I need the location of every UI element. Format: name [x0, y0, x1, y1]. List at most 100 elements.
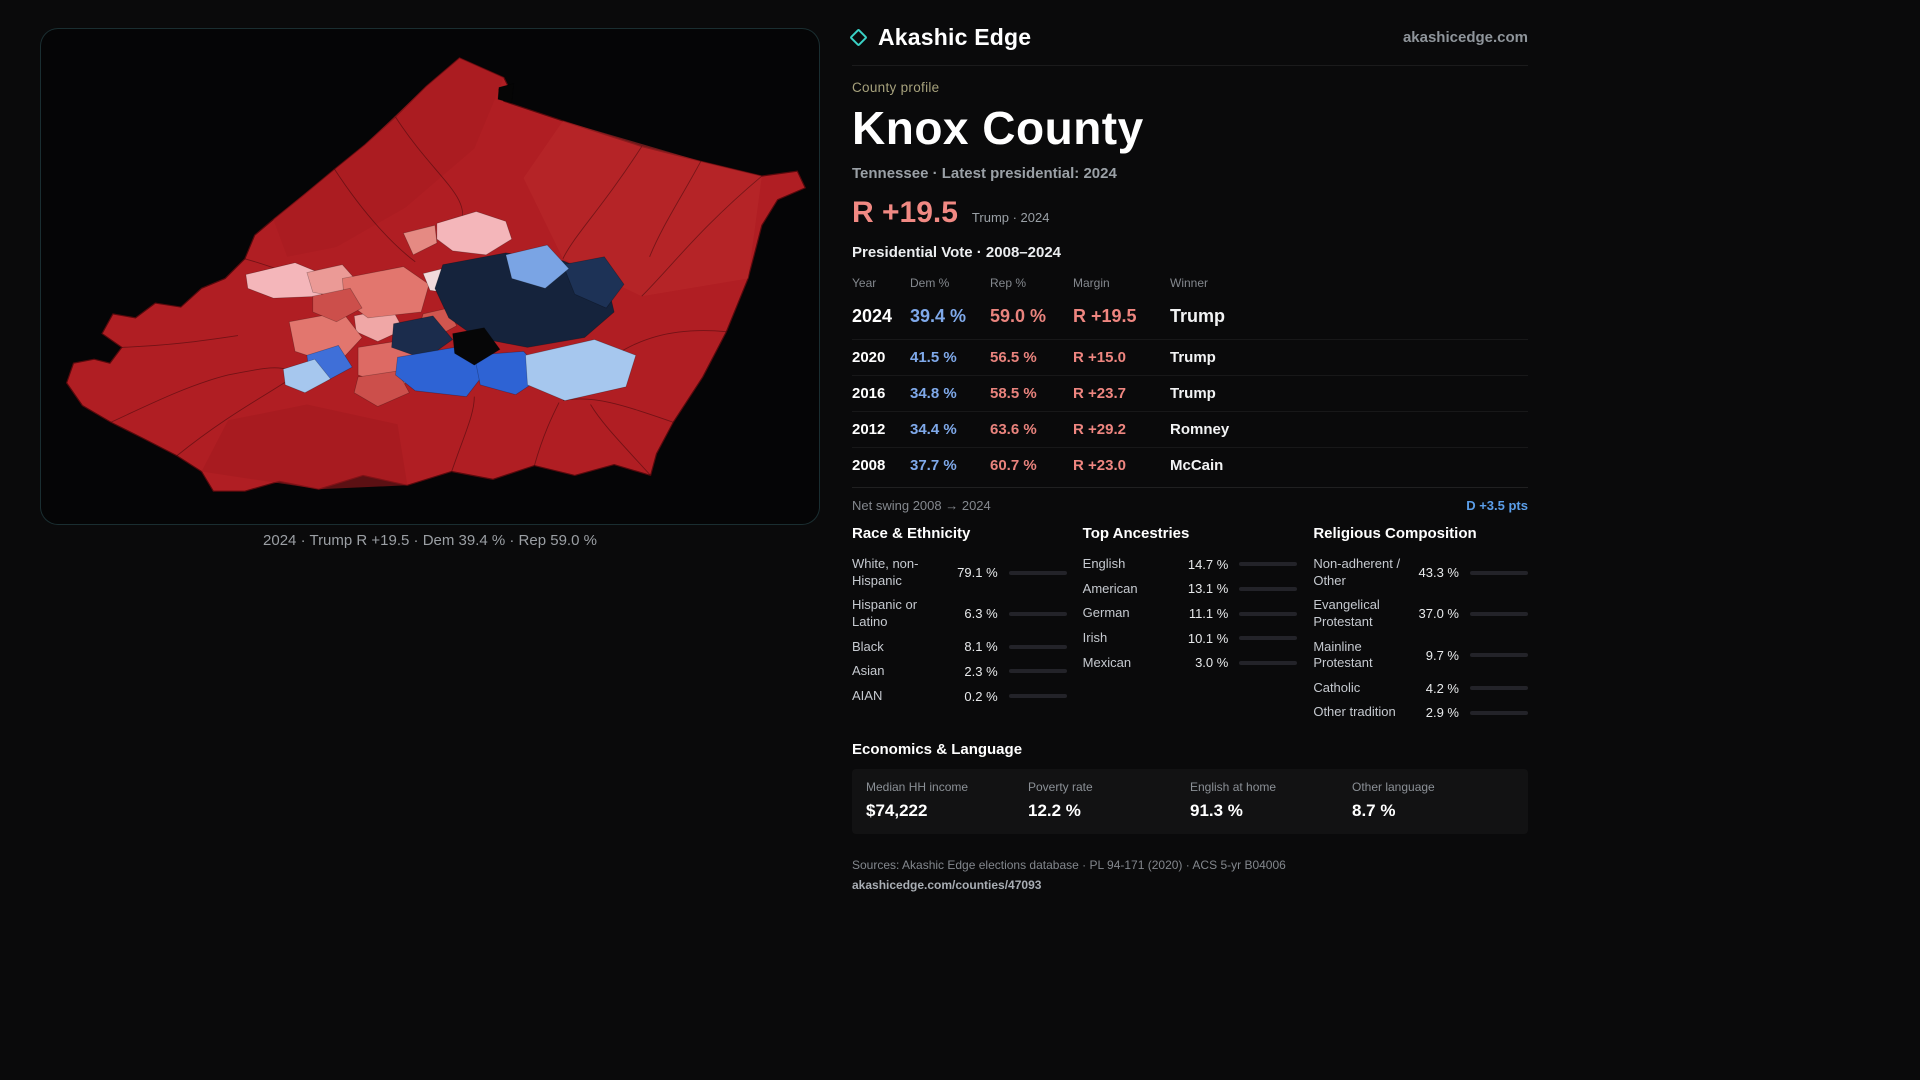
- vote-winner: Trump: [1170, 349, 1216, 366]
- stat-value: 11.1 %: [1188, 606, 1229, 622]
- stat-bar: [1239, 636, 1298, 641]
- vote-margin: R +29.2: [1073, 421, 1126, 438]
- brand-name: Akashic Edge: [878, 24, 1032, 50]
- stat-value: 10.1 %: [1187, 630, 1229, 646]
- page-title: Knox County: [852, 102, 1144, 154]
- race-column: Race & Ethnicity White, non-Hispanic 79.…: [852, 525, 1067, 725]
- vote-dem: 34.4 %: [910, 421, 957, 438]
- sources-text: Sources: Akashic Edge elections database…: [852, 858, 1286, 872]
- list-item: Non-adherent / Other 43.3 %: [1313, 552, 1528, 593]
- net-swing-row: Net swing 2008 → 2024 D +3.5 pts: [852, 487, 1528, 513]
- brand: Akashic Edge: [849, 24, 1032, 51]
- list-item: Mainline Protestant 9.7 %: [1313, 635, 1528, 676]
- stat-value: 14.7 %: [1187, 556, 1229, 572]
- urban-precincts: [245, 83, 637, 407]
- stat-label: English at home: [1190, 780, 1277, 794]
- demographics: Race & Ethnicity White, non-Hispanic 79.…: [852, 525, 1528, 725]
- stat-value: 79.1 %: [957, 565, 998, 581]
- table-row: 2008 37.7 % 60.7 % R +23.0 McCain: [852, 447, 1528, 483]
- vote-dem: 41.5 %: [910, 349, 957, 366]
- stat-label: Mainline Protestant: [1313, 638, 1373, 671]
- vote-margin: R +19.5: [1073, 306, 1137, 326]
- col-rep: Rep %: [990, 276, 1027, 290]
- stat-bar: [1008, 694, 1067, 699]
- stat-value: 8.1 %: [964, 639, 998, 655]
- stat-label: AIAN: [852, 687, 883, 703]
- stat-label: German: [1082, 605, 1130, 621]
- vote-margin: R +23.7: [1073, 385, 1126, 402]
- map-caption: 2024 · Trump R +19.5 · Dem 39.4 % · Rep …: [263, 532, 597, 549]
- headline-margin: R +19.5: [852, 196, 958, 229]
- list-item: Black 8.1 %: [852, 635, 1067, 660]
- stat-value: 12.2 %: [1028, 801, 1081, 820]
- vote-table: Year Dem % Rep % Margin Winner 2024 39.4…: [852, 269, 1528, 483]
- stat-cell: English at home 91.3 %: [1190, 780, 1352, 821]
- footer: Sources: Akashic Edge elections database…: [852, 858, 1528, 892]
- stat-label: Non-adherent / Other: [1313, 556, 1401, 588]
- vote-year: 2008: [852, 457, 886, 474]
- economics-title: Economics & Language: [852, 741, 1023, 758]
- vote-year: 2024: [852, 306, 893, 326]
- vote-rep: 58.5 %: [990, 385, 1037, 402]
- col-dem: Dem %: [910, 276, 950, 290]
- race-title: Race & Ethnicity: [852, 525, 971, 542]
- vote-year: 2012: [852, 421, 886, 438]
- stat-bar: [1239, 586, 1298, 591]
- stat-label: Median HH income: [866, 780, 969, 794]
- headline-margin-row: R +19.5 Trump · 2024: [852, 196, 1528, 230]
- vote-table-header: Year Dem % Rep % Margin Winner: [852, 269, 1528, 297]
- religion-title: Religious Composition: [1313, 525, 1477, 542]
- vote-rep: 59.0 %: [990, 306, 1047, 326]
- stat-bar: [1239, 611, 1298, 616]
- stat-value: 0.2 %: [964, 688, 998, 704]
- net-swing-label: Net swing 2008 → 2024: [852, 498, 991, 513]
- vote-winner: Trump: [1170, 306, 1226, 326]
- stat-bar: [1008, 611, 1067, 616]
- precinct-map: [65, 57, 807, 492]
- stat-bar: [1008, 570, 1067, 575]
- table-row: 2012 34.4 % 63.6 % R +29.2 Romney: [852, 411, 1528, 447]
- net-swing-value: D +3.5 pts: [1466, 498, 1528, 513]
- col-winner: Winner: [1170, 276, 1209, 290]
- list-item: German 11.1 %: [1083, 601, 1298, 626]
- stat-value: 37.0 %: [1418, 606, 1459, 622]
- table-row: 2024 39.4 % 59.0 % R +19.5 Trump: [852, 297, 1528, 339]
- red-shade-patches: [201, 57, 762, 490]
- vote-table-title: Presidential Vote · 2008–2024: [852, 244, 1062, 261]
- ancestry-column: Top Ancestries English 14.7 % American 1…: [1083, 525, 1298, 725]
- col-year: Year: [852, 276, 877, 290]
- stat-label: Mexican: [1082, 654, 1132, 670]
- vote-margin: R +15.0: [1073, 349, 1126, 366]
- stat-label: Hispanic or Latino: [852, 597, 918, 629]
- stat-value: 2.9 %: [1425, 705, 1459, 721]
- list-item: AIAN 0.2 %: [852, 684, 1067, 709]
- vote-year: 2016: [852, 385, 886, 402]
- site-link[interactable]: akashicedge.com: [1402, 29, 1528, 46]
- stat-value: 3.0 %: [1195, 655, 1229, 671]
- stat-label: Irish: [1082, 629, 1108, 645]
- stat-bar: [1470, 710, 1528, 715]
- stat-bar: [1470, 611, 1528, 616]
- precinct-map-panel: [40, 28, 820, 525]
- stat-label: Other language: [1352, 780, 1435, 794]
- stat-cell: Median HH income $74,222: [866, 780, 1028, 821]
- vote-dem: 34.8 %: [910, 385, 957, 402]
- list-item: Irish 10.1 %: [1083, 626, 1298, 651]
- stat-cell: Poverty rate 12.2 %: [1028, 780, 1190, 821]
- stat-label: Black: [852, 638, 884, 654]
- stat-value: 8.7 %: [1352, 801, 1396, 820]
- stat-value: 91.3 %: [1190, 801, 1243, 820]
- stat-value: 2.3 %: [964, 663, 998, 679]
- ancestry-title: Top Ancestries: [1082, 525, 1190, 542]
- vote-winner: McCain: [1170, 457, 1224, 474]
- permalink[interactable]: akashicedge.com/counties/47093: [852, 878, 1042, 892]
- list-item: Asian 2.3 %: [852, 659, 1067, 684]
- list-item: Other tradition 2.9 %: [1313, 700, 1528, 725]
- table-row: 2020 41.5 % 56.5 % R +15.0 Trump: [852, 339, 1528, 375]
- list-item: Catholic 4.2 %: [1313, 676, 1528, 701]
- stat-bar: [1239, 562, 1298, 567]
- stat-bar: [1470, 570, 1528, 575]
- col-margin: Margin: [1073, 276, 1110, 290]
- vote-dem: 37.7 %: [910, 457, 957, 474]
